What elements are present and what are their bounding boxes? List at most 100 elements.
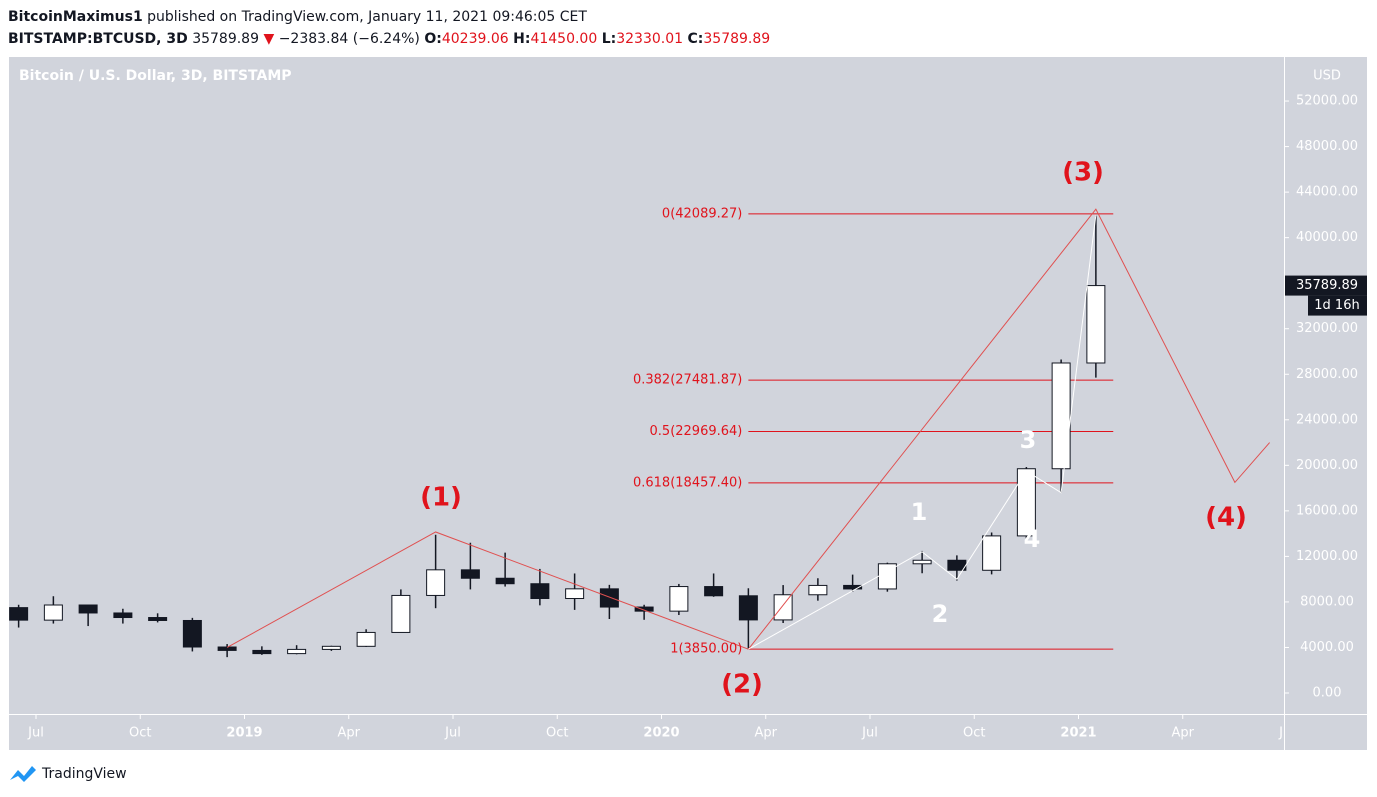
candle-body <box>9 607 29 621</box>
wave-path <box>226 208 1271 650</box>
chart-background <box>9 57 1367 750</box>
ohlc-label: C: <box>687 31 704 47</box>
wave-label: 4 <box>1024 525 1041 553</box>
candle-body <box>321 645 341 650</box>
fib-label: 1(3850.00) <box>670 642 742 657</box>
candle-body <box>356 631 376 647</box>
x-tick-label: 2020 <box>643 726 679 741</box>
ohlc-label: O: <box>424 31 442 47</box>
candle-body <box>634 606 654 612</box>
y-tick-label: 12000.00 <box>1296 549 1358 564</box>
ohlc-label: L: <box>601 31 617 47</box>
wave-label: (1) <box>420 483 462 513</box>
candle-body <box>1086 285 1106 364</box>
candle-body <box>495 577 515 585</box>
axis-unit: USD <box>1313 69 1341 84</box>
x-tick-label: Oct <box>546 726 568 741</box>
countdown: 1d 16h <box>1314 298 1359 313</box>
wave-labels: (1) (2) (3) (4) 1 2 3 4 <box>420 158 1247 700</box>
header: BitcoinMaximus1 published on TradingView… <box>8 6 770 50</box>
author: BitcoinMaximus1 <box>8 9 143 25</box>
published: published on TradingView.com, January 11… <box>147 9 587 25</box>
x-tick-label: 2019 <box>226 726 262 741</box>
candle-body <box>599 588 619 608</box>
candle-body <box>912 559 932 565</box>
x-tick-label: Oct <box>129 726 151 741</box>
chart-title: Bitcoin / U.S. Dollar, 3D, BITSTAMP <box>19 68 292 84</box>
wave-label: (2) <box>721 670 763 700</box>
candle-body <box>1016 468 1036 537</box>
candle-body <box>287 648 307 655</box>
candle-body <box>773 594 793 621</box>
x-tick-label: Apr <box>338 726 361 741</box>
publish-line: BitcoinMaximus1 published on TradingView… <box>8 6 770 28</box>
candle-body <box>217 646 237 651</box>
arrow: ▼ <box>263 31 275 47</box>
candle-body <box>738 595 758 621</box>
x-tick-label: Jul <box>861 726 878 741</box>
x-tick-label: Jul <box>444 726 461 741</box>
y-tick-label: 28000.00 <box>1296 367 1358 382</box>
ohlc-value: 35789.89 <box>703 31 771 47</box>
y-tick-label: 52000.00 <box>1296 94 1358 109</box>
ohlc-value: 32330.01 <box>616 31 684 47</box>
candle-body <box>182 619 202 648</box>
wave-label: 1 <box>911 498 928 526</box>
wave-path <box>748 214 1097 650</box>
candle-body <box>460 569 480 579</box>
quote-line: BITSTAMP:BTCUSD, 3D 35789.89 ▼ −2383.84 … <box>8 28 770 50</box>
y-tick-label: 8000.00 <box>1300 594 1354 609</box>
countdown-box <box>1308 295 1367 316</box>
y-tick-label: 24000.00 <box>1296 412 1358 427</box>
wave-label: (4) <box>1205 503 1247 533</box>
candle-body <box>1051 362 1071 470</box>
fib-label: 0.5(22969.64) <box>650 424 743 439</box>
y-tick-label: 48000.00 <box>1296 139 1358 154</box>
ohlc-value: 41450.00 <box>530 31 598 47</box>
x-tick-label: 2021 <box>1060 726 1096 741</box>
fib-label: 0.382(27481.87) <box>633 373 742 388</box>
candle-body <box>113 612 133 619</box>
candle-body <box>704 586 724 597</box>
x-axis: Jul Oct 2019 Apr Jul Oct 2020 Apr Jul Oct 2021 Apr J… <box>27 714 1295 741</box>
candle-body <box>426 569 446 596</box>
ohlc-label: H: <box>513 31 531 47</box>
candle-body <box>252 649 272 655</box>
x-tick-label: Apr <box>755 726 778 741</box>
candle-body <box>669 586 689 612</box>
y-tick-label: 4000.00 <box>1300 640 1354 655</box>
wave-label: 2 <box>932 600 949 628</box>
ohlc-value: 40239.06 <box>441 31 509 47</box>
candle-body <box>78 604 98 614</box>
fib-label: 0.618(18457.40) <box>633 475 742 490</box>
y-tick-label: 20000.00 <box>1296 458 1358 473</box>
price-tag-label: 35789.89 <box>1296 278 1358 293</box>
candle-body <box>391 594 411 633</box>
logo-mark <box>10 766 36 782</box>
price-tag <box>1285 275 1367 296</box>
y-tick-label: 0.00 <box>1313 685 1342 700</box>
logo: TradingView <box>10 766 127 782</box>
candle-body <box>530 583 550 600</box>
y-tick-label: 44000.00 <box>1296 185 1358 200</box>
plot <box>9 208 1271 658</box>
candle-body <box>148 617 168 621</box>
candle-body <box>565 588 585 600</box>
candle-body <box>808 584 828 596</box>
candle-body <box>982 535 1002 571</box>
symbol: BITSTAMP:BTCUSD, 3D <box>8 31 188 47</box>
y-tick-label: 40000.00 <box>1296 230 1358 245</box>
y-tick-label: 32000.00 <box>1296 321 1358 336</box>
x-tick-label: Oct <box>963 726 985 741</box>
footer-brand: TradingView <box>41 766 127 782</box>
last: 35789.89 <box>192 31 259 47</box>
x-tick-label: Apr <box>1172 726 1195 741</box>
y-tick-label: 16000.00 <box>1296 503 1358 518</box>
x-tick-label: Jul <box>1278 726 1295 741</box>
wave-label: (3) <box>1062 158 1104 188</box>
wave-label: 3 <box>1020 426 1037 454</box>
fib-label: 0(42089.27) <box>662 206 742 221</box>
candle-body <box>43 604 63 621</box>
